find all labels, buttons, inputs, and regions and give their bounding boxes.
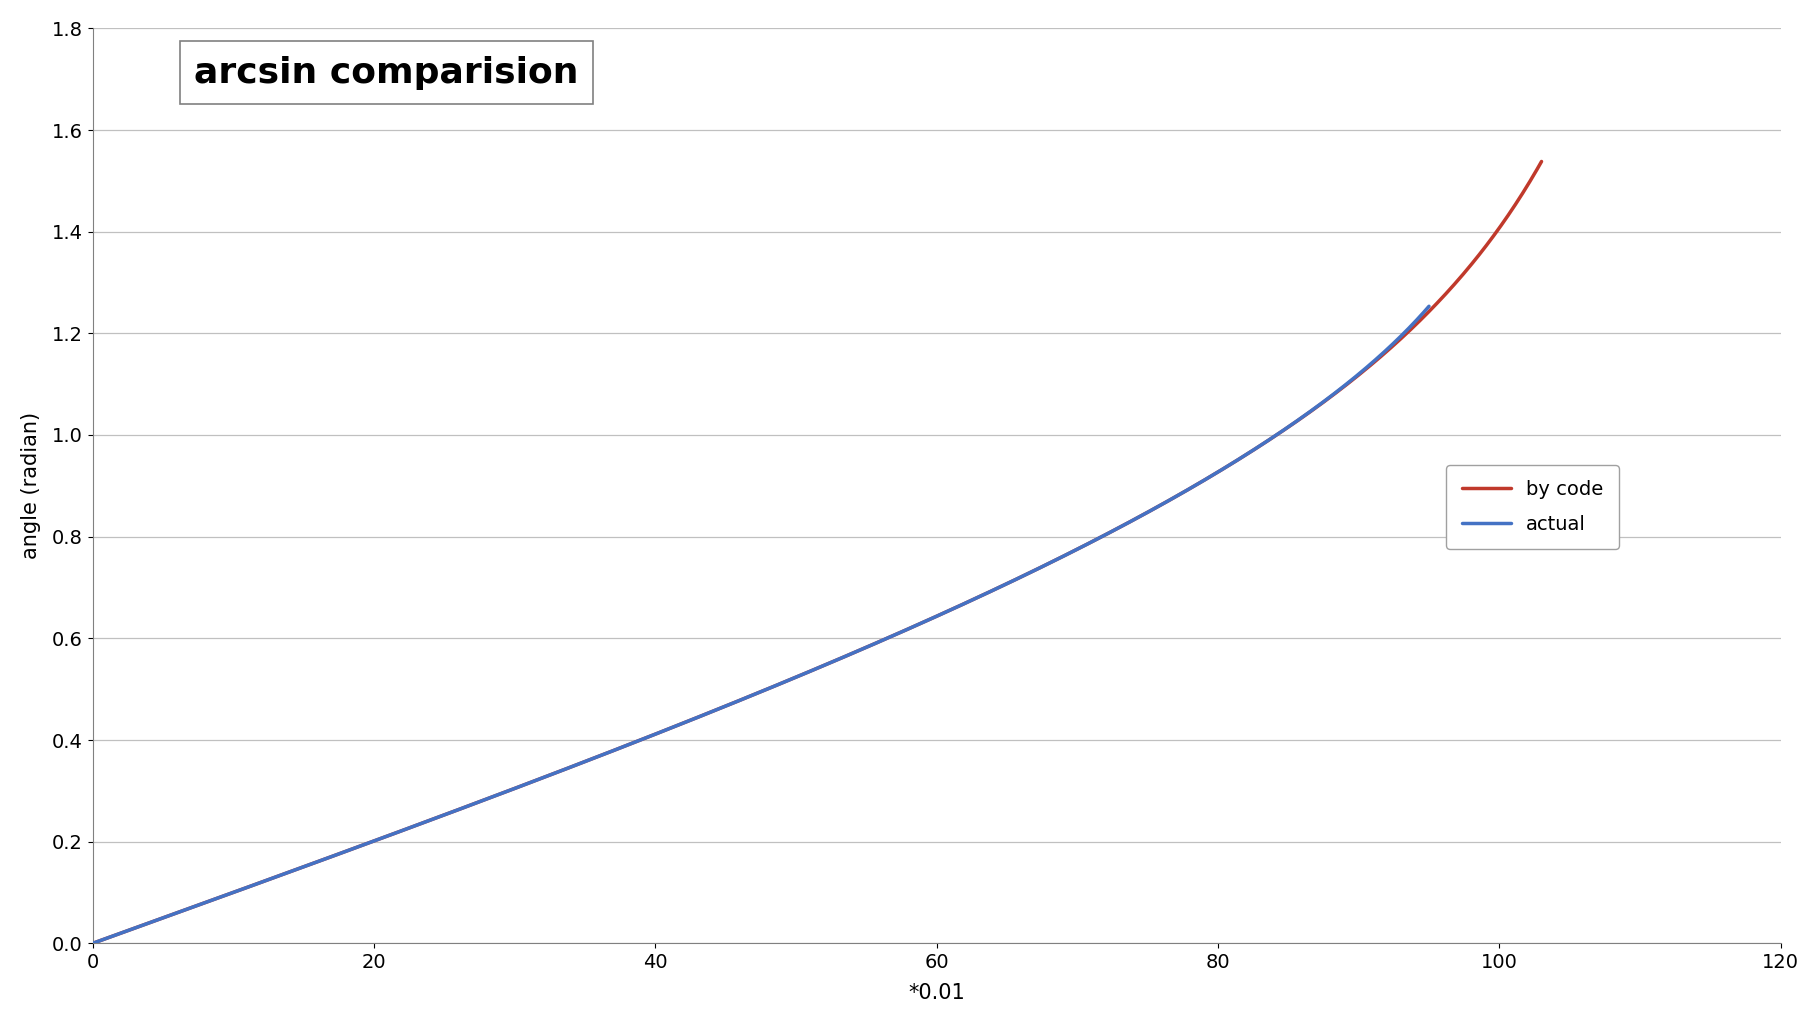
actual <box>622 736 644 749</box>
X-axis label: *0.01: *0.01 <box>908 983 965 1004</box>
Text: arcsin comparision: arcsin comparision <box>195 55 579 90</box>
by code <box>1238 447 1259 460</box>
actual <box>218 888 240 900</box>
by code <box>721 697 743 710</box>
Y-axis label: angle (radian): angle (radian) <box>20 413 40 559</box>
by code <box>668 719 690 731</box>
Legend: by code, actual: by code, actual <box>1447 465 1620 549</box>
actual <box>1148 500 1170 512</box>
by code <box>1531 156 1552 168</box>
Line: actual: actual <box>93 306 1429 943</box>
actual <box>670 718 692 730</box>
by code <box>229 884 251 896</box>
actual <box>999 575 1021 588</box>
Line: by code: by code <box>93 162 1542 943</box>
by code <box>1077 538 1099 550</box>
actual <box>82 937 104 949</box>
actual <box>1123 513 1145 525</box>
by code <box>1212 463 1234 475</box>
by code <box>82 937 104 949</box>
actual <box>1418 300 1440 312</box>
